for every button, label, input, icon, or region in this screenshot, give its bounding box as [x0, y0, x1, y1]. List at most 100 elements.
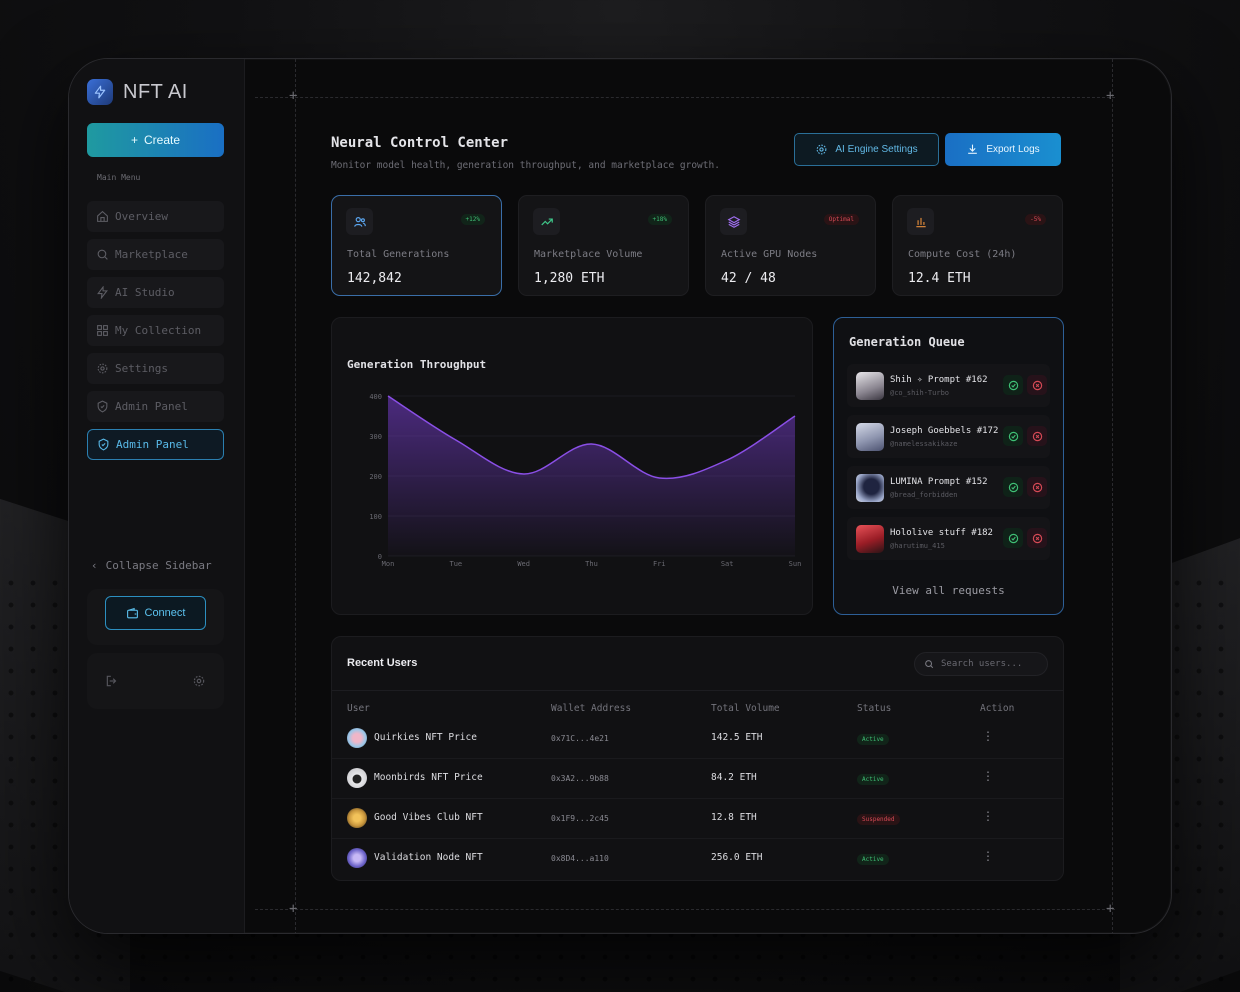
more-options-icon[interactable]: ⋮: [982, 849, 994, 863]
gear-icon[interactable]: [192, 674, 206, 688]
stat-label: Compute Cost (24h): [908, 249, 1017, 260]
more-options-icon[interactable]: ⋮: [982, 729, 994, 743]
status-badge: Optimal: [823, 214, 859, 225]
search-icon: [925, 660, 934, 669]
queue-item[interactable]: LUMINA Prompt #152 @bread_forbidden: [847, 466, 1050, 509]
wallet-address: 0x3A2...9b88: [551, 774, 609, 783]
approve-button[interactable]: [1003, 477, 1023, 497]
x-tick-label: Wed: [517, 560, 530, 568]
user-search[interactable]: [914, 652, 1048, 676]
queue-item[interactable]: Shih ✧ Prompt #162 @co_shih-Turbo: [847, 364, 1050, 407]
sidebar-item-my-collection[interactable]: My Collection: [87, 315, 224, 346]
search-input[interactable]: [941, 659, 1041, 669]
sidebar-item-settings[interactable]: Settings: [87, 353, 224, 384]
sidebar-item-ai-studio[interactable]: AI Studio: [87, 277, 224, 308]
divider: [332, 690, 1063, 691]
status-badge: Active: [857, 734, 889, 745]
download-icon: [968, 144, 978, 154]
avatar: [347, 728, 367, 748]
y-tick-label: 200: [369, 473, 382, 481]
status-badge: Suspended: [857, 814, 900, 825]
wallet-icon: [126, 607, 138, 618]
sidebar-item-admin-panel-active[interactable]: Admin Panel: [87, 429, 224, 460]
page-title: Neural Control Center: [331, 135, 509, 151]
queue-item-user: @harutimu_415: [890, 541, 945, 550]
bolt-logo-icon: [87, 79, 113, 105]
avatar: [347, 808, 367, 828]
stat-card-active-gpu-nodes[interactable]: Optimal Active GPU Nodes 42 / 48: [705, 195, 876, 296]
grid-icon: [97, 325, 108, 336]
users-title: Recent Users: [347, 657, 418, 669]
check-circle-icon: [1008, 380, 1018, 390]
approve-button[interactable]: [1003, 426, 1023, 446]
reject-button[interactable]: [1027, 528, 1047, 548]
connect-label: Connect: [144, 607, 186, 619]
sidebar-item-label: My Collection: [115, 324, 202, 337]
x-circle-icon: [1032, 482, 1042, 492]
logout-icon[interactable]: [105, 674, 119, 688]
stat-label: Marketplace Volume: [534, 249, 643, 260]
table-row[interactable]: Moonbirds NFT Price 0x3A2...9b88 84.2 ET…: [332, 759, 1063, 799]
x-circle-icon: [1032, 533, 1042, 543]
queue-item-user: @co_shih-Turbo: [890, 388, 950, 397]
stat-card-total-generations[interactable]: +12% Total Generations 142,842: [331, 195, 502, 296]
reject-button[interactable]: [1027, 426, 1047, 446]
guide-line: [295, 59, 296, 933]
avatar: [856, 524, 884, 553]
reject-button[interactable]: [1027, 477, 1047, 497]
user-name: Moonbirds NFT Price: [374, 772, 483, 783]
user-name: Good Vibes Club NFT: [374, 812, 483, 823]
more-options-icon[interactable]: ⋮: [982, 769, 994, 783]
stat-card-compute-cost[interactable]: -5% Compute Cost (24h) 12.4 ETH: [892, 195, 1063, 296]
avatar: [856, 473, 884, 502]
status-badge: Active: [857, 774, 889, 785]
bottom-tools: [87, 653, 224, 709]
create-button[interactable]: + Create: [87, 123, 224, 157]
y-tick-label: 0: [378, 553, 382, 561]
brand[interactable]: NFT AI: [87, 79, 188, 105]
table-row[interactable]: Validation Node NFT 0x8D4...a110 256.0 E…: [332, 839, 1063, 879]
home-icon: [97, 210, 108, 222]
sidebar-item-marketplace[interactable]: Marketplace: [87, 239, 224, 270]
check-circle-icon: [1008, 533, 1018, 543]
check-circle-icon: [1008, 482, 1018, 492]
connect-panel: Connect: [87, 589, 224, 645]
more-options-icon[interactable]: ⋮: [982, 809, 994, 823]
sidebar-item-admin-panel[interactable]: Admin Panel: [87, 391, 224, 422]
export-logs-button[interactable]: Export Logs: [945, 133, 1061, 166]
ai-engine-settings-button[interactable]: AI Engine Settings: [794, 133, 939, 166]
total-volume: 84.2 ETH: [711, 772, 757, 783]
sidebar-item-label: AI Studio: [115, 286, 175, 299]
guide-line: [255, 97, 1115, 98]
queue-item-user: @namelessakikaze: [890, 439, 958, 448]
queue-item-name: Shih ✧ Prompt #162: [890, 374, 988, 385]
queue-item[interactable]: Hololive stuff #182 @harutimu_415: [847, 517, 1050, 560]
avatar: [856, 422, 884, 451]
approve-button[interactable]: [1003, 528, 1023, 548]
queue-item[interactable]: Joseph Goebbels #172 @namelessakikaze: [847, 415, 1050, 458]
queue-item-name: Hololive stuff #182: [890, 527, 993, 538]
main-content: + + + + Neural Control Center Monitor mo…: [245, 59, 1171, 933]
stat-card-marketplace-volume[interactable]: +18% Marketplace Volume 1,280 ETH: [518, 195, 689, 296]
wallet-address: 0x8D4...a110: [551, 854, 609, 863]
connect-wallet-button[interactable]: Connect: [105, 596, 206, 630]
table-row[interactable]: Good Vibes Club NFT 0x1F9...2c45 12.8 ET…: [332, 799, 1063, 839]
sidebar-item-overview[interactable]: Overview: [87, 201, 224, 232]
x-circle-icon: [1032, 431, 1042, 441]
column-header-user: User: [347, 703, 370, 714]
shield-icon: [97, 400, 108, 413]
column-header-wallet: Wallet Address: [551, 703, 632, 714]
x-tick-label: Sun: [789, 560, 802, 568]
crosshair-icon: +: [289, 901, 298, 917]
approve-button[interactable]: [1003, 375, 1023, 395]
users-icon: [346, 208, 373, 235]
gear-icon: [97, 363, 108, 374]
collapse-sidebar-button[interactable]: ‹ Collapse Sidebar: [91, 559, 212, 572]
avatar: [856, 371, 884, 400]
generation-queue-card: Generation Queue Shih ✧ Prompt #162 @co_…: [833, 317, 1064, 615]
reject-button[interactable]: [1027, 375, 1047, 395]
view-all-requests-link[interactable]: View all requests: [892, 584, 1005, 597]
table-row[interactable]: Quirkies NFT Price 0x71C...4e21 142.5 ET…: [332, 719, 1063, 759]
sidebar-item-label: Marketplace: [115, 248, 188, 261]
page-subtitle: Monitor model health, generation through…: [331, 160, 720, 171]
